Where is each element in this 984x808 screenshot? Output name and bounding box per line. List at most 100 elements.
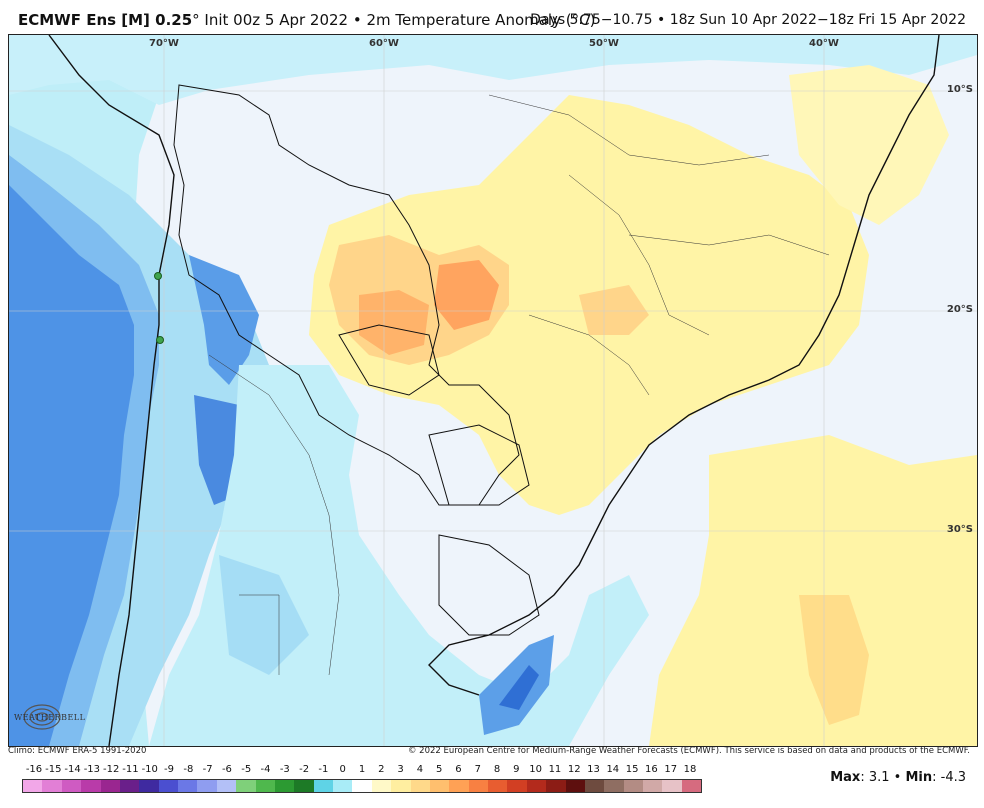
colorbar-swatch [255, 780, 275, 792]
colorbar-swatch [643, 780, 663, 792]
colorbar-swatch [236, 780, 256, 792]
country-borders [173, 84, 540, 636]
atlantic-warm-core [799, 595, 869, 725]
colorbar-swatch [23, 780, 43, 792]
colorbar-tick-label: 7 [474, 764, 481, 775]
colorbar-swatch [429, 780, 450, 792]
lat-label-30s: 30°S [946, 524, 973, 535]
colorbar-swatch [468, 780, 488, 792]
ecmwf-copyright: © 2022 European Centre for Medium-Range … [407, 746, 970, 756]
colorbar-tick-label: 11 [548, 764, 562, 775]
colorbar-tick-label: -1 [318, 764, 329, 775]
colorbar-swatch [313, 780, 333, 792]
colorbar-tick-label: -2 [299, 764, 310, 775]
colorbar-tick-label: 14 [606, 764, 620, 775]
lat-label-10s: 10°S [946, 84, 973, 95]
climo-credit: Climo: ECMWF ERA-5 1991-2020 [8, 746, 147, 756]
colorbar-swatch [100, 780, 120, 792]
colorbar-swatch [333, 780, 353, 792]
north-anomaly [9, 35, 977, 105]
colorbar-swatch [274, 780, 295, 792]
colorbar-swatch [507, 780, 527, 792]
lat-label-20s: 20°S [946, 304, 973, 315]
colorbar-tick-label: -11 [122, 764, 139, 775]
colorbar-tick-label: 5 [435, 764, 443, 775]
colorbar-tick-label: -3 [279, 764, 290, 775]
colorbar-swatch [565, 780, 585, 792]
warm-core-matogrosso [434, 260, 499, 330]
ne-brazil-warm [789, 65, 949, 225]
bolivia-cool [189, 255, 259, 385]
max-label: Max [830, 770, 861, 785]
colorbar-swatch [216, 780, 237, 792]
colorbar-swatch [623, 780, 643, 792]
colorbar-tick-label: 9 [513, 764, 520, 775]
model-name: ECMWF Ens [M] 0.25 [18, 11, 193, 29]
lon-label-60w: 60°W [369, 38, 399, 49]
colorbar-tick-label: 4 [416, 764, 424, 775]
header: ECMWF Ens [M] 0.25° Init 00z 5 Apr 2022 … [0, 0, 984, 34]
colorbar-tick-label: -16 [25, 764, 43, 775]
graticule [9, 35, 977, 746]
colorbar-swatch [604, 780, 624, 792]
station-marker [156, 336, 164, 344]
colorbar-tick-label: -10 [141, 764, 158, 775]
colorbar-tick-label: -12 [103, 764, 120, 775]
max-value: : 3.1 [860, 770, 890, 785]
warm-core-east [579, 285, 649, 335]
colorbar-tick-label: 15 [625, 764, 639, 775]
colorbar-swatch [546, 780, 566, 792]
colorbar-tick-label: 13 [587, 764, 600, 775]
colorbar-swatch [42, 780, 62, 792]
min-value: : -4.3 [932, 770, 966, 785]
colorbar: -16 -15 -14 -13 -12 -11 -10 -9 -8 -7 -6 -5 -4 -3 -2 -1 0… [22, 762, 702, 802]
colorbar-swatch [352, 780, 372, 792]
colorbar-tick-label: -5 [241, 764, 252, 775]
colorbar-swatch [371, 780, 392, 792]
colorbar-tick-label: -4 [260, 764, 271, 775]
colorbar-swatch [488, 780, 508, 792]
colorbar-tick-label: 2 [378, 764, 385, 775]
colorbar-swatch [391, 780, 411, 792]
weatherbell-logo [23, 704, 61, 730]
colorbar-swatch [662, 780, 682, 792]
state-borders [208, 94, 830, 676]
lon-label-40w: 40°W [809, 38, 839, 49]
colorbar-tick-label: 0 [339, 764, 346, 775]
colorbar-tick-labels: -16 -15 -14 -13 -12 -11 -10 -9 -8 -7 -6 -5 -4 -3 -2 -1 0… [22, 762, 702, 776]
station-marker [154, 272, 162, 280]
colorbar-swatches [22, 779, 702, 793]
atlantic-cold-core [499, 665, 539, 710]
colorbar-swatch [681, 780, 702, 792]
colorbar-tick-label: 12 [567, 764, 581, 775]
colorbar-swatch [139, 780, 159, 792]
colorbar-tick-label: 10 [529, 764, 543, 775]
colorbar-tick-label: 1 [358, 764, 366, 775]
separator: • [889, 770, 906, 785]
colorbar-swatch [81, 780, 101, 792]
warm-core-bolivia [359, 290, 429, 355]
colorbar-swatch [584, 780, 605, 792]
colorbar-swatch [449, 780, 469, 792]
colorbar-tick-label: -13 [83, 764, 101, 775]
colorbar-tick-label: 8 [493, 764, 501, 775]
atlantic-warm [649, 435, 977, 746]
andes-cool-inner [9, 185, 134, 746]
map-panel: 70°W 60°W 50°W 40°W 10°S 20°S 30°S [8, 34, 978, 747]
colorbar-tick-label: 3 [397, 764, 404, 775]
colorbar-swatch [158, 780, 178, 792]
patagonia-cool [219, 555, 309, 675]
colorbar-swatch [178, 780, 198, 792]
colorbar-swatch [61, 780, 82, 792]
coastlines [48, 35, 940, 746]
colorbar-swatch [410, 780, 430, 792]
logo-wordmark: WEATHERBELL [14, 713, 86, 722]
map-title: ECMWF Ens [M] 0.25° Init 00z 5 Apr 2022 … [18, 11, 595, 29]
colorbar-swatch [294, 780, 314, 792]
lon-label-70w: 70°W [149, 38, 179, 49]
colorbar-tick-label: 6 [455, 764, 462, 775]
lon-label-50w: 50°W [589, 38, 619, 49]
valid-period: Days 5.75−10.75 • 18z Sun 10 Apr 2022−18… [530, 12, 966, 28]
colorbar-swatch [119, 780, 140, 792]
colorbar-swatch [197, 780, 217, 792]
